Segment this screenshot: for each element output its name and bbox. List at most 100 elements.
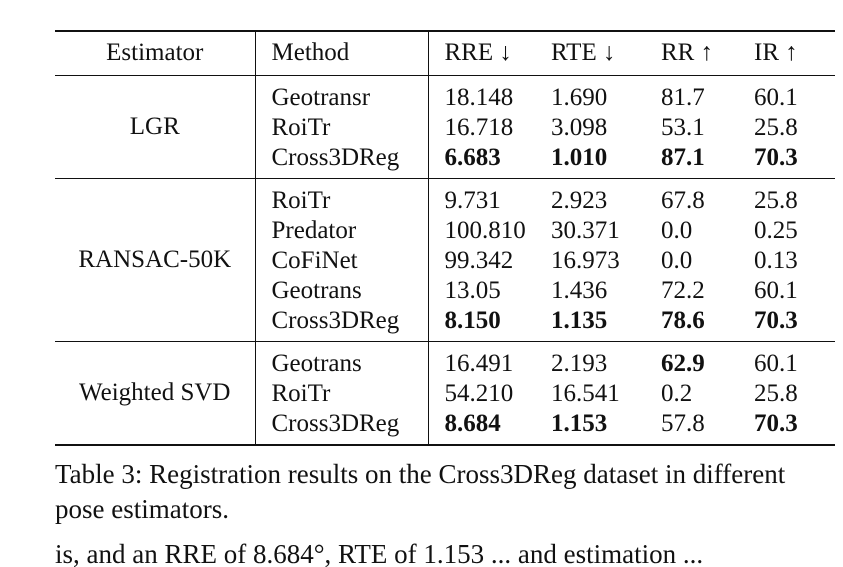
method-name: RoiTr <box>271 113 331 141</box>
rte-values: 1.690 3.098 1.010 <box>551 76 661 178</box>
rr-value: 78.6 <box>661 306 705 334</box>
rte-value: 3.098 <box>551 113 608 141</box>
rre-value: 13.05 <box>444 276 501 304</box>
rte-value: 1.010 <box>551 143 608 171</box>
rte-column-cell: 1.690 3.098 1.010 <box>551 75 661 179</box>
rr-values: 81.7 53.1 87.1 <box>661 76 754 178</box>
rr-column-cell: 81.7 53.1 87.1 <box>661 75 754 179</box>
estimator-label: LGR <box>55 75 256 179</box>
rr-value: 62.9 <box>661 349 705 377</box>
ir-value: 70.3 <box>754 143 798 171</box>
ir-column-cell: 60.1 25.8 70.3 <box>754 341 835 446</box>
header-method: Method <box>255 30 429 76</box>
header-row: Estimator Method RRE ↓ RTE ↓ RR ↑ IR ↑ <box>55 30 835 76</box>
group-lgr: LGR Geotransr RoiTr Cross3DReg 18.148 16.718 6… <box>55 75 835 179</box>
method-name: Geotrans <box>271 276 362 304</box>
method-name: CoFiNet <box>271 246 358 274</box>
group-row: LGR Geotransr RoiTr Cross3DReg 18.148 16.718 6… <box>55 75 835 179</box>
ir-values: 60.1 25.8 70.3 <box>754 76 835 178</box>
rte-values: 2.923 30.371 16.973 1.436 1.135 <box>551 179 661 341</box>
rr-value: 0.0 <box>661 216 693 244</box>
rr-value: 57.8 <box>661 409 705 437</box>
rre-value: 100.810 <box>444 216 526 244</box>
ir-value: 60.1 <box>754 83 798 111</box>
rte-value: 30.371 <box>551 216 620 244</box>
rte-value: 16.541 <box>551 379 620 407</box>
rte-value: 2.193 <box>551 349 608 377</box>
rre-column-cell: 9.731 100.810 99.342 13.05 8.150 <box>428 178 552 342</box>
rte-values: 2.193 16.541 1.153 <box>551 342 661 444</box>
ir-value: 0.13 <box>754 246 798 274</box>
rr-values: 67.8 0.0 0.0 72.2 78.6 <box>661 179 754 341</box>
rte-column-cell: 2.923 30.371 16.973 1.436 1.135 <box>551 178 661 342</box>
method-name: Cross3DReg <box>271 143 400 171</box>
rr-value: 0.0 <box>661 246 693 274</box>
group-row: RANSAC-50K RoiTr Predator CoFiNet Geotrans Cr… <box>55 178 835 342</box>
rte-column-cell: 2.193 16.541 1.153 <box>551 341 661 446</box>
rr-values: 62.9 0.2 57.8 <box>661 342 754 444</box>
rre-values: 16.491 54.210 8.684 <box>445 342 552 444</box>
ir-value: 60.1 <box>754 349 798 377</box>
ir-value: 70.3 <box>754 306 798 334</box>
group-ransac-50k: RANSAC-50K RoiTr Predator CoFiNet Geotrans Cr… <box>55 178 835 342</box>
rre-value: 16.718 <box>444 113 514 141</box>
method-name: Predator <box>271 216 357 244</box>
ir-column-cell: 60.1 25.8 70.3 <box>754 75 835 179</box>
rre-value: 18.148 <box>444 83 514 111</box>
ir-value: 70.3 <box>754 409 798 437</box>
method-name: RoiTr <box>271 379 331 407</box>
rre-values: 9.731 100.810 99.342 13.05 8.150 <box>445 179 552 341</box>
table-header: Estimator Method RRE ↓ RTE ↓ RR ↑ IR ↑ <box>55 30 835 76</box>
ir-values: 60.1 25.8 70.3 <box>754 342 835 444</box>
method-name: RoiTr <box>271 186 331 214</box>
rte-value: 2.923 <box>551 186 608 214</box>
results-table: Estimator Method RRE ↓ RTE ↓ RR ↑ IR ↑ L… <box>55 30 835 446</box>
rre-value: 99.342 <box>444 246 514 274</box>
method-column-cell: Geotrans RoiTr Cross3DReg <box>255 341 429 446</box>
header-rte: RTE ↓ <box>551 30 661 76</box>
rre-value: 9.731 <box>444 186 501 214</box>
ir-value: 60.1 <box>754 276 798 304</box>
estimator-label: Weighted SVD <box>55 341 256 446</box>
rr-value: 53.1 <box>661 113 705 141</box>
method-name: Cross3DReg <box>271 306 400 334</box>
group-weighted-svd: Weighted SVD Geotrans RoiTr Cross3DReg 16.49… <box>55 341 835 446</box>
body-text-cutoff: is, and an RRE of 8.684°, RTE of 1.153 .… <box>55 539 704 567</box>
rre-value: 8.684 <box>444 409 501 437</box>
ir-column-cell: 25.8 0.25 0.13 60.1 70.3 <box>754 178 835 342</box>
rr-value: 0.2 <box>661 379 693 407</box>
header-ir: IR ↑ <box>754 30 835 76</box>
ir-value: 25.8 <box>754 379 798 407</box>
rr-value: 67.8 <box>661 186 705 214</box>
rre-values: 18.148 16.718 6.683 <box>445 76 552 178</box>
rre-value: 16.491 <box>444 349 514 377</box>
group-row: Weighted SVD Geotrans RoiTr Cross3DReg 16.49… <box>55 341 835 446</box>
method-values: RoiTr Predator CoFiNet Geotrans Cross3DReg <box>272 179 428 341</box>
rre-column-cell: 16.491 54.210 8.684 <box>428 341 552 446</box>
method-column-cell: RoiTr Predator CoFiNet Geotrans Cross3DReg <box>255 178 429 342</box>
estimator-label: RANSAC-50K <box>55 178 256 342</box>
method-values: Geotrans RoiTr Cross3DReg <box>272 342 428 444</box>
method-name: Cross3DReg <box>271 409 400 437</box>
rr-column-cell: 67.8 0.0 0.0 72.2 78.6 <box>661 178 754 342</box>
ir-value: 25.8 <box>754 113 798 141</box>
rr-value: 81.7 <box>661 83 705 111</box>
rte-value: 1.153 <box>551 409 608 437</box>
ir-value: 0.25 <box>754 216 798 244</box>
page: Estimator Method RRE ↓ RTE ↓ RR ↑ IR ↑ L… <box>55 30 835 567</box>
method-name: Geotrans <box>271 349 362 377</box>
rte-value: 16.973 <box>551 246 620 274</box>
rre-value: 6.683 <box>444 143 501 171</box>
ir-values: 25.8 0.25 0.13 60.1 70.3 <box>754 179 835 341</box>
header-rre: RRE ↓ <box>428 30 551 76</box>
rte-value: 1.436 <box>551 276 608 304</box>
rte-value: 1.135 <box>551 306 608 334</box>
rr-value: 87.1 <box>661 143 705 171</box>
rr-column-cell: 62.9 0.2 57.8 <box>661 341 754 446</box>
header-rr: RR ↑ <box>661 30 754 76</box>
method-name: Geotransr <box>271 83 371 111</box>
rte-value: 1.690 <box>551 83 608 111</box>
method-column-cell: Geotransr RoiTr Cross3DReg <box>255 75 429 179</box>
header-estimator: Estimator <box>55 30 256 76</box>
method-values: Geotransr RoiTr Cross3DReg <box>272 76 428 178</box>
